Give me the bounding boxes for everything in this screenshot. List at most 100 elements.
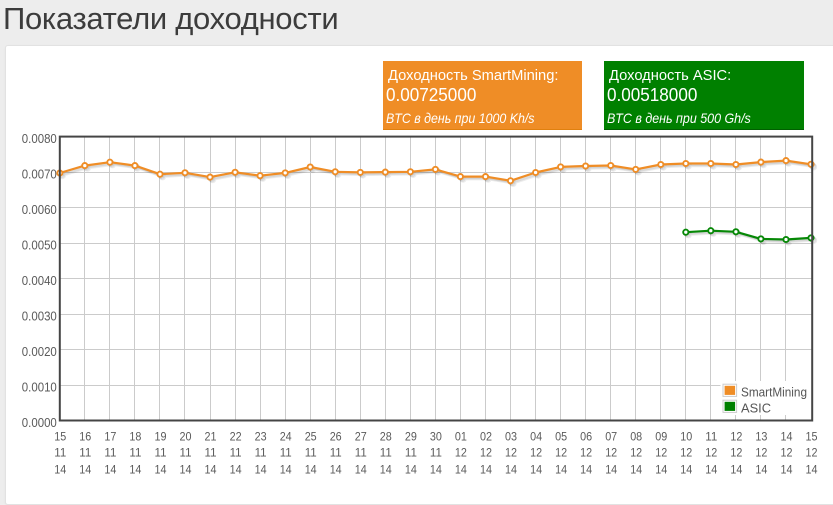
svg-text:12: 12 xyxy=(781,446,793,460)
svg-text:0.0080: 0.0080 xyxy=(22,131,57,146)
svg-text:11: 11 xyxy=(54,446,66,460)
svg-text:14: 14 xyxy=(705,463,717,477)
svg-text:11: 11 xyxy=(705,429,717,443)
svg-text:20: 20 xyxy=(180,429,192,443)
svg-text:12: 12 xyxy=(455,446,467,460)
svg-text:11: 11 xyxy=(205,446,217,460)
svg-text:11: 11 xyxy=(180,446,192,460)
svg-text:11: 11 xyxy=(280,446,292,460)
svg-text:0.0030: 0.0030 xyxy=(22,308,57,323)
svg-text:12: 12 xyxy=(580,446,592,460)
svg-text:03: 03 xyxy=(505,429,517,443)
svg-text:0.0010: 0.0010 xyxy=(22,379,57,394)
svg-text:14: 14 xyxy=(255,463,267,477)
svg-text:26: 26 xyxy=(330,429,342,443)
svg-text:14: 14 xyxy=(505,463,517,477)
svg-text:14: 14 xyxy=(655,463,667,477)
svg-text:14: 14 xyxy=(430,463,442,477)
svg-text:14: 14 xyxy=(155,463,167,477)
svg-text:0.0000: 0.0000 xyxy=(22,415,57,430)
svg-text:12: 12 xyxy=(530,446,542,460)
svg-text:12: 12 xyxy=(505,446,517,460)
svg-text:23: 23 xyxy=(255,429,267,443)
svg-text:12: 12 xyxy=(806,446,818,460)
svg-text:14: 14 xyxy=(180,463,192,477)
svg-text:14: 14 xyxy=(806,463,818,477)
svg-text:14: 14 xyxy=(405,463,417,477)
svg-text:12: 12 xyxy=(730,446,742,460)
svg-text:12: 12 xyxy=(655,446,667,460)
svg-text:12: 12 xyxy=(480,446,492,460)
svg-text:25: 25 xyxy=(305,429,317,443)
svg-text:14: 14 xyxy=(104,463,116,477)
svg-text:14: 14 xyxy=(580,463,592,477)
svg-text:14: 14 xyxy=(305,463,317,477)
svg-text:14: 14 xyxy=(730,463,742,477)
svg-text:0.0060: 0.0060 xyxy=(22,202,57,217)
svg-text:14: 14 xyxy=(205,463,217,477)
svg-text:14: 14 xyxy=(781,463,793,477)
svg-text:14: 14 xyxy=(755,463,767,477)
svg-text:09: 09 xyxy=(655,429,667,443)
svg-text:12: 12 xyxy=(755,446,767,460)
svg-text:11: 11 xyxy=(155,446,167,460)
svg-text:14: 14 xyxy=(781,429,793,443)
svg-text:10: 10 xyxy=(680,429,692,443)
svg-text:30: 30 xyxy=(430,429,442,443)
svg-text:14: 14 xyxy=(480,463,492,477)
svg-text:14: 14 xyxy=(605,463,617,477)
svg-text:14: 14 xyxy=(79,463,91,477)
svg-text:11: 11 xyxy=(104,446,116,460)
svg-text:13: 13 xyxy=(755,429,767,443)
svg-text:04: 04 xyxy=(530,429,542,443)
svg-text:11: 11 xyxy=(129,446,141,460)
svg-text:12: 12 xyxy=(730,429,742,443)
svg-text:12: 12 xyxy=(705,446,717,460)
svg-text:07: 07 xyxy=(605,429,617,443)
svg-text:14: 14 xyxy=(230,463,242,477)
svg-text:11: 11 xyxy=(330,446,342,460)
svg-text:11: 11 xyxy=(405,446,417,460)
svg-text:05: 05 xyxy=(555,429,567,443)
svg-text:14: 14 xyxy=(630,463,642,477)
svg-text:24: 24 xyxy=(280,429,292,443)
svg-text:12: 12 xyxy=(630,446,642,460)
svg-text:15: 15 xyxy=(54,429,66,443)
svg-text:12: 12 xyxy=(555,446,567,460)
svg-text:02: 02 xyxy=(480,429,492,443)
svg-text:15: 15 xyxy=(806,429,818,443)
svg-text:22: 22 xyxy=(230,429,242,443)
svg-text:11: 11 xyxy=(430,446,442,460)
svg-text:14: 14 xyxy=(455,463,467,477)
svg-text:ASIC: ASIC xyxy=(741,400,771,415)
svg-text:14: 14 xyxy=(355,463,367,477)
svg-text:11: 11 xyxy=(305,446,317,460)
svg-text:0.0020: 0.0020 xyxy=(22,344,57,359)
svg-text:0.0070: 0.0070 xyxy=(22,166,57,181)
svg-text:11: 11 xyxy=(380,446,392,460)
svg-text:14: 14 xyxy=(330,463,342,477)
svg-text:14: 14 xyxy=(280,463,292,477)
svg-text:08: 08 xyxy=(630,429,642,443)
svg-text:11: 11 xyxy=(230,446,242,460)
svg-text:14: 14 xyxy=(680,463,692,477)
svg-text:SmartMining: SmartMining xyxy=(741,384,807,399)
svg-text:14: 14 xyxy=(129,463,141,477)
svg-text:16: 16 xyxy=(79,429,91,443)
svg-text:01: 01 xyxy=(455,429,467,443)
svg-text:21: 21 xyxy=(205,429,217,443)
svg-text:14: 14 xyxy=(555,463,567,477)
svg-text:27: 27 xyxy=(355,429,367,443)
svg-text:11: 11 xyxy=(355,446,367,460)
svg-text:14: 14 xyxy=(54,463,66,477)
svg-text:11: 11 xyxy=(255,446,267,460)
svg-text:19: 19 xyxy=(155,429,167,443)
svg-text:12: 12 xyxy=(605,446,617,460)
svg-text:14: 14 xyxy=(530,463,542,477)
svg-text:0.0040: 0.0040 xyxy=(22,273,57,288)
svg-text:11: 11 xyxy=(79,446,91,460)
svg-text:17: 17 xyxy=(104,429,116,443)
svg-text:29: 29 xyxy=(405,429,417,443)
svg-text:14: 14 xyxy=(380,463,392,477)
svg-text:0.0050: 0.0050 xyxy=(22,237,57,252)
